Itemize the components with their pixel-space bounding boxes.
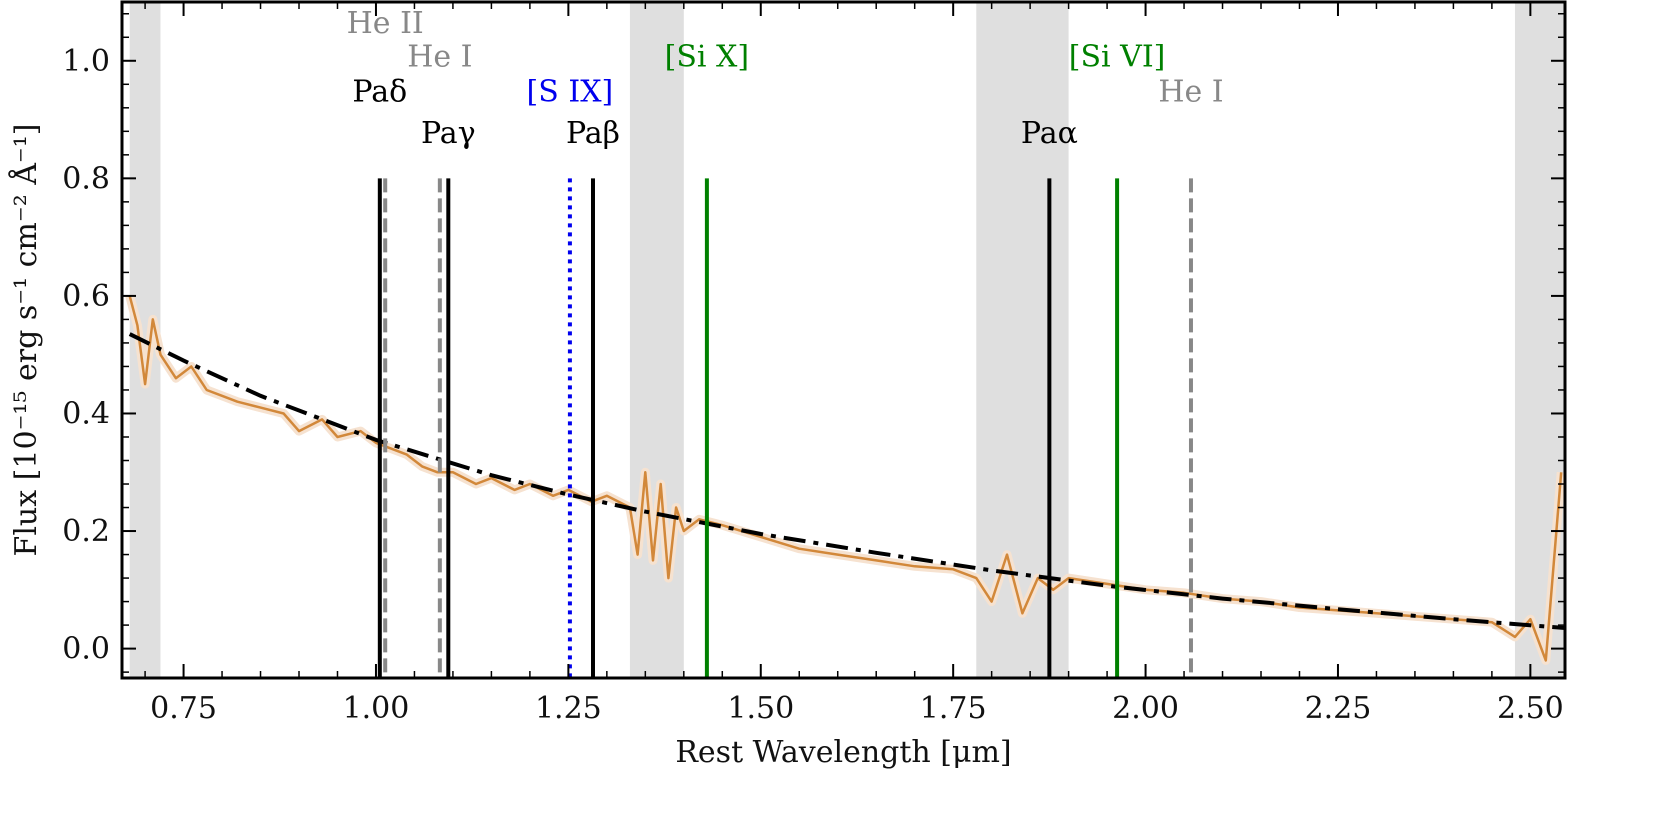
telluric-band-1 [629,2,684,678]
emission-line-label-9: He I [1158,74,1223,109]
spectrum-series [125,294,1565,665]
y-tick-label-1: 0.2 [62,514,110,549]
y-tick-label-2: 0.4 [62,396,110,431]
x-tick-label-2: 1.25 [535,691,602,726]
x-tick-label-1: 1.00 [343,691,410,726]
y-tick-label-5: 1.0 [62,44,110,79]
x-tick-label-3: 1.50 [727,691,794,726]
model-curve [128,332,1565,630]
emission-line-label-6: [Si X] [665,40,749,75]
plot-frame [120,0,1567,680]
telluric-band-2 [976,2,1069,678]
telluric-band-3 [1514,2,1565,678]
x-tick-label-5: 2.00 [1112,691,1179,726]
y-tick-label-3: 0.6 [62,279,110,314]
y-tick-label-0: 0.0 [62,632,110,667]
telluric-bands [129,2,1565,678]
spectrum-envelope-0 [125,294,1565,665]
emission-lines [377,178,1193,678]
axes: 0.75 1.00 1.25 1.50 1.75 2.00 2.25 2.50 0.0 0.2 0.… [62,0,1567,726]
x-tick-label-4: 1.75 [920,691,987,726]
emission-line-label-2: He I [407,40,472,75]
emission-line-label-5: Paβ [566,116,620,151]
emission-line-label-0: He II [347,6,424,41]
x-tick-label-7: 2.50 [1497,691,1564,726]
emission-line-label-8: [Si VI] [1069,40,1166,75]
y-tick-label-4: 0.8 [62,161,110,196]
y-axis-title: Flux [10⁻¹⁵ erg s⁻¹ cm⁻² Å⁻¹] [8,124,44,557]
emission-line-label-1: Paδ [352,74,407,109]
spectrum-line-0 [128,295,1563,662]
x-axis-title: Rest Wavelength [μm] [675,735,1011,770]
emission-line-label-3: Paγ [421,116,476,151]
emission-line-label-4: [S IX] [527,74,614,109]
x-tick-label-6: 2.25 [1305,691,1372,726]
emission-line-label-7: Paα [1021,116,1078,151]
x-tick-label-0: 0.75 [150,691,217,726]
